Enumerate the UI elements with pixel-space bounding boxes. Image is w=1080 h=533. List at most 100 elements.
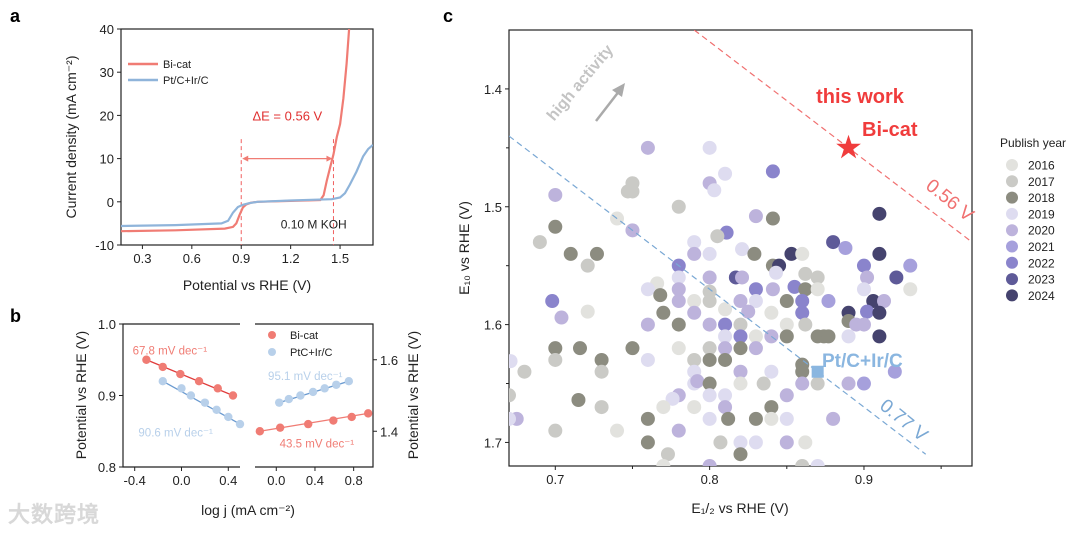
- point-2017: [710, 229, 725, 244]
- point-2019: [707, 183, 722, 198]
- x-tick-label: 0.7: [546, 472, 564, 487]
- point-2019: [702, 246, 717, 261]
- legend-label: Bi-cat: [163, 59, 191, 71]
- data-point: [303, 419, 313, 429]
- point-2020: [733, 364, 748, 379]
- point-2020: [671, 282, 686, 297]
- point-2020: [640, 140, 655, 155]
- square-marker-icon: [811, 365, 824, 378]
- legend-marker: [1006, 159, 1018, 171]
- y-tick-label: 30: [100, 65, 114, 80]
- x-axis-label: log j (mA cm⁻²): [201, 502, 295, 518]
- point-2020: [748, 209, 763, 224]
- plot-frame: [508, 29, 973, 467]
- point-2018: [702, 376, 717, 391]
- point-2024: [872, 246, 887, 261]
- point-2019: [640, 352, 655, 367]
- point-2017: [548, 423, 563, 438]
- point-2024: [872, 206, 887, 221]
- point-2018: [821, 329, 836, 344]
- point-2020: [856, 317, 871, 332]
- point-2020: [826, 411, 841, 426]
- point-2017: [517, 364, 532, 379]
- point-2017: [702, 341, 717, 356]
- x-tick-label: 0.0: [267, 473, 285, 488]
- data-point: [200, 398, 210, 407]
- star-icon: [836, 134, 861, 159]
- point-2018: [656, 305, 671, 320]
- point-2016: [687, 400, 702, 415]
- legend-marker: [268, 348, 276, 356]
- point-2020: [779, 435, 794, 450]
- point-2022: [795, 294, 810, 309]
- data-point: [332, 380, 341, 389]
- y-tick-label: 1.4: [380, 424, 398, 439]
- point-2018: [798, 282, 813, 297]
- legend-label: 2018: [1028, 191, 1055, 205]
- legend-label: 2024: [1028, 289, 1055, 303]
- y-tick-label: 1.6: [484, 318, 502, 333]
- point-2017: [702, 294, 717, 309]
- data-point: [158, 362, 167, 372]
- legend-marker: [1006, 175, 1018, 188]
- point-2018: [779, 294, 794, 309]
- point-2016: [779, 317, 794, 332]
- data-point: [275, 423, 285, 432]
- point-2019: [665, 391, 680, 406]
- data-point: [158, 377, 167, 386]
- point-2019: [718, 166, 733, 181]
- y-tick-label: 1.7: [484, 435, 502, 450]
- point-2020: [687, 305, 702, 320]
- panel-label-a: a: [10, 6, 21, 26]
- point-2019: [671, 270, 686, 285]
- legend-marker: [1006, 256, 1018, 269]
- point-2016: [656, 400, 671, 415]
- point-2018: [747, 246, 762, 261]
- legend-title: Publish year: [1000, 136, 1066, 150]
- point-2016: [748, 329, 763, 344]
- legend-marker: [1006, 207, 1018, 220]
- data-point: [212, 405, 221, 414]
- point-2019: [735, 242, 750, 257]
- point-2017: [795, 459, 810, 466]
- point-2019: [509, 354, 518, 369]
- point-2017: [509, 388, 516, 403]
- y-tick-label: 0.8: [98, 460, 116, 475]
- legend-label: Pt/C+Ir/C: [163, 75, 209, 87]
- plot-frame: [255, 323, 374, 468]
- y-tick-label: 1.6: [380, 353, 398, 368]
- ptc-irc-label: Pt/C+Ir/C: [822, 351, 903, 372]
- electrolyte-label: 0.10 M KOH: [281, 217, 347, 231]
- point-2019: [702, 140, 717, 155]
- x-tick-label: 0.4: [219, 473, 237, 488]
- point-2017: [594, 400, 609, 415]
- data-point: [177, 384, 186, 393]
- panel-b-left: -0.4 0.0 0.4 0.8 0.9 1.0 67.8 mV dec⁻¹ 90.6 mV …: [73, 317, 295, 518]
- data-point: [142, 355, 151, 364]
- point-2022: [718, 317, 733, 332]
- point-2024: [866, 294, 881, 309]
- x-tick-label: 0.8: [345, 473, 363, 488]
- data-point: [344, 377, 354, 386]
- point-2016: [764, 305, 779, 320]
- point-2020: [735, 270, 750, 285]
- legend-label: 2019: [1028, 207, 1055, 221]
- reference-line-077: [509, 135, 927, 455]
- point-2020: [554, 310, 569, 325]
- point-2019: [856, 282, 871, 297]
- reference-label-077: 0.77 V: [876, 395, 932, 446]
- point-2024: [784, 246, 799, 261]
- point-2016: [580, 304, 595, 319]
- y-tick-label: 1.0: [98, 317, 116, 332]
- point-2016: [733, 376, 748, 391]
- point-2016: [764, 411, 779, 426]
- delta-e-label: ΔE = 0.56 V: [252, 108, 322, 123]
- x-tick-label: 1.2: [282, 251, 300, 266]
- high-activity-arrow: [595, 89, 621, 122]
- data-point: [224, 412, 233, 422]
- legend-label: Bi-cat: [290, 330, 318, 342]
- x-tick-label: 0.4: [306, 473, 324, 488]
- data-point: [308, 387, 318, 397]
